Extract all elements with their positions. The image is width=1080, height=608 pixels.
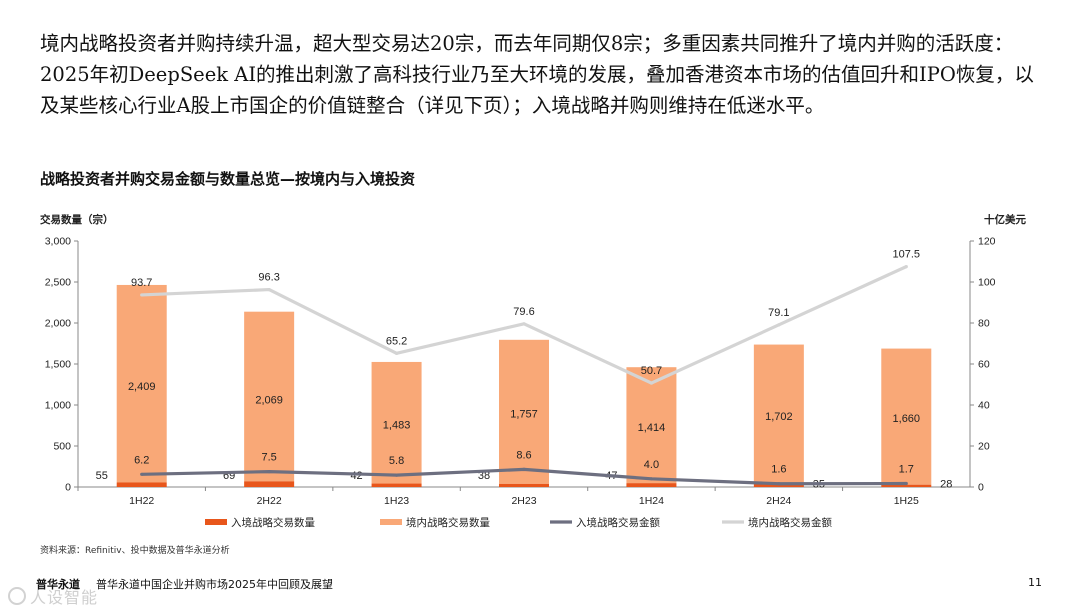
legend-swatch	[205, 519, 227, 525]
page-number: 11	[1028, 576, 1042, 589]
x-tick-label: 1H23	[384, 495, 409, 507]
right-tick-label: 80	[978, 318, 990, 330]
x-tick-label: 2H23	[511, 495, 536, 507]
inbound-count-bar	[753, 484, 804, 487]
inbound-count-bar	[881, 484, 932, 487]
inbound-amount-label: 7.5	[261, 452, 276, 464]
domestic-count-bar	[244, 311, 295, 482]
domestic-amount-label: 96.3	[258, 272, 279, 284]
domestic-count-label: 1,414	[638, 422, 666, 434]
inbound-count-label: 55	[96, 470, 108, 482]
domestic-count-label: 1,483	[383, 419, 411, 431]
domestic-amount-point	[777, 323, 781, 327]
domestic-amount-label: 107.5	[893, 249, 921, 261]
right-tick-label: 20	[978, 441, 990, 453]
inbound-count-bar	[116, 482, 167, 487]
legend-label: 入境战略交易金额	[576, 516, 660, 529]
watermark: 人设智能	[8, 584, 98, 608]
right-axis-title: 十亿美元	[984, 213, 1026, 226]
x-tick-label: 1H24	[639, 495, 664, 507]
domestic-amount-point	[649, 381, 654, 385]
x-tick-label: 1H25	[894, 495, 919, 507]
domestic-count-label: 1,757	[510, 408, 538, 420]
left-tick-label: 1,000	[45, 400, 71, 412]
domestic-amount-point	[904, 265, 908, 269]
inbound-count-bar	[626, 483, 677, 487]
inbound-count-label: 28	[940, 479, 952, 491]
inbound-amount-label: 4.0	[644, 459, 659, 471]
domestic-count-bar	[116, 284, 167, 483]
domestic-count-label: 2,409	[128, 381, 156, 393]
inbound-amount-label: 8.6	[516, 449, 531, 461]
inbound-amount-point	[522, 467, 526, 471]
domestic-count-bar	[753, 344, 804, 485]
right-tick-label: 120	[978, 236, 996, 248]
inbound-amount-point	[904, 481, 908, 486]
domestic-count-bar	[499, 339, 549, 484]
domestic-amount-label: 50.7	[641, 365, 662, 377]
domestic-amount-label: 65.2	[386, 335, 407, 347]
x-tick-label: 2H24	[766, 495, 791, 507]
domestic-count-label: 1,702	[765, 411, 793, 423]
watermark-icon	[8, 587, 26, 605]
left-tick-label: 500	[53, 441, 71, 453]
inbound-amount-point	[649, 477, 654, 481]
domestic-amount-label: 79.6	[513, 306, 534, 318]
left-axis-title: 交易数量（宗）	[40, 213, 114, 226]
domestic-amount-point	[140, 293, 144, 297]
watermark-text: 人设智能	[30, 588, 99, 607]
inbound-amount-point	[777, 482, 781, 486]
domestic-amount-point	[394, 351, 399, 355]
legend-swatch	[380, 519, 402, 525]
inbound-count-label: 42	[350, 470, 362, 482]
left-tick-label: 0	[65, 482, 71, 494]
left-tick-label: 2,500	[45, 277, 71, 289]
inbound-count-label: 38	[478, 470, 490, 482]
inbound-amount-label: 1.7	[899, 464, 914, 476]
footer-logo: 普华永道	[36, 578, 80, 591]
x-tick-label: 2H22	[257, 495, 282, 507]
right-tick-label: 60	[978, 359, 990, 371]
footer-document-title: 普华永道中国企业并购市场2025年中回顾及展望	[96, 578, 333, 591]
left-tick-label: 1,500	[45, 359, 71, 371]
domestic-amount-point	[267, 287, 271, 292]
domestic-count-bar	[881, 348, 932, 485]
inbound-amount-point	[394, 473, 399, 477]
inbound-amount-point	[267, 470, 271, 474]
inbound-amount-label: 6.2	[134, 454, 149, 466]
legend-label: 境内战略交易金额	[748, 516, 832, 529]
inbound-amount-label: 5.8	[389, 455, 404, 467]
domestic-count-bar	[626, 367, 677, 484]
domestic-amount-label: 93.7	[131, 277, 152, 289]
inbound-amount-point	[140, 472, 144, 476]
left-tick-label: 3,000	[45, 236, 71, 248]
inbound-count-bar	[244, 481, 295, 487]
domestic-amount-point	[522, 322, 526, 326]
inbound-count-bar	[371, 483, 422, 487]
inbound-amount-label: 1.6	[771, 464, 786, 476]
x-tick-label: 1H22	[129, 495, 154, 507]
right-tick-label: 40	[978, 400, 990, 412]
left-tick-label: 2,000	[45, 318, 71, 330]
right-tick-label: 100	[978, 277, 996, 289]
domestic-amount-label: 79.1	[768, 307, 789, 319]
domestic-count-label: 1,660	[893, 413, 921, 425]
domestic-count-bar	[371, 361, 422, 484]
domestic-count-label: 2,069	[255, 394, 283, 406]
chart-title: 战略投资者并购交易金额与数量总览—按境内与入境投资	[40, 170, 416, 188]
legend-label: 入境战略交易数量	[231, 516, 315, 529]
legend-label: 境内战略交易数量	[406, 516, 490, 529]
source-note: 资料来源：Refinitiv、投中数据及普华永道分析	[40, 546, 230, 556]
right-tick-label: 0	[978, 482, 984, 494]
inbound-count-bar	[499, 483, 549, 487]
intro-paragraph: 境内战略投资者并购持续升温，超大型交易达20宗，而去年同期仅8宗；多重因素共同推…	[40, 32, 1034, 117]
